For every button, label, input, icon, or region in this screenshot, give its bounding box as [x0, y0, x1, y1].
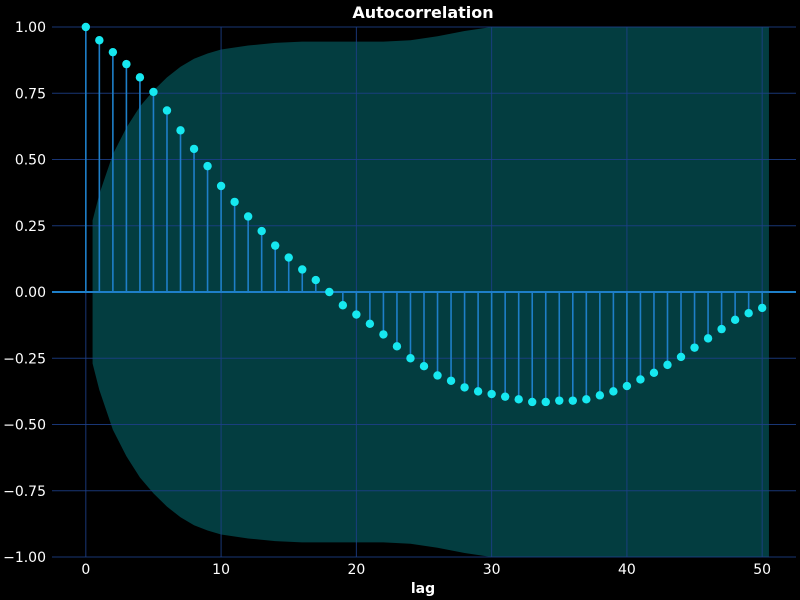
chart-title: Autocorrelation: [352, 3, 493, 22]
acf-point: [243, 212, 253, 221]
acf-point: [325, 287, 334, 297]
acf-point: [460, 383, 469, 392]
acf-point: [176, 126, 185, 135]
acf-point: [500, 392, 510, 401]
acf-point: [717, 324, 726, 334]
acf-point: [135, 73, 145, 82]
y-tick-label: −1.00: [3, 550, 46, 566]
acf-point: [311, 275, 320, 285]
acf-point: [757, 303, 767, 313]
acf-point: [189, 144, 199, 154]
acf-point: [690, 343, 699, 352]
acf-point: [446, 376, 456, 385]
x-tick-label: 0: [81, 562, 90, 578]
acf-point: [298, 265, 307, 274]
acf-point: [271, 241, 280, 250]
y-tick-label: 0.00: [15, 285, 46, 301]
acf-point: [622, 381, 632, 391]
acf-point: [149, 87, 158, 97]
y-tick-label: −0.75: [3, 484, 46, 500]
acf-point: [162, 106, 172, 115]
x-tick-label: 30: [483, 562, 501, 578]
y-tick-label: −0.50: [3, 418, 46, 434]
acf-point: [216, 181, 226, 191]
y-tick-label: 1.00: [15, 20, 46, 36]
acf-point: [338, 301, 348, 310]
y-tick-label: −0.25: [3, 351, 46, 367]
acf-point: [419, 362, 429, 371]
x-tick-label: 50: [753, 562, 771, 578]
x-tick-label: 10: [212, 562, 230, 578]
acf-point: [528, 397, 537, 407]
acf-point: [487, 389, 496, 399]
acf-point: [257, 226, 266, 236]
acf-point: [365, 319, 375, 328]
acf-point: [582, 395, 591, 404]
acf-point: [230, 197, 239, 207]
acf-point: [81, 22, 91, 32]
acf-point: [406, 354, 415, 363]
stem-layer: [85, 27, 763, 402]
acf-point: [663, 360, 672, 370]
acf-point: [108, 47, 118, 57]
acf-point: [703, 334, 713, 343]
acf-point: [473, 387, 483, 396]
acf-point: [555, 396, 564, 405]
acf-point: [392, 342, 402, 351]
x-tick-label: 20: [347, 562, 365, 578]
acf-point: [730, 315, 740, 325]
acf-point: [284, 253, 293, 262]
acf-point: [636, 375, 645, 384]
acf-point: [203, 161, 212, 171]
acf-point: [95, 36, 104, 45]
acf-point: [595, 391, 605, 400]
marker-layer: [81, 22, 767, 407]
x-tick-label: 40: [618, 562, 636, 578]
acf-point: [122, 59, 131, 69]
tick-label-layer: 0 10 20 30 40 50 −1.00 −0.75 −0.50 −0.25 0.00 0.25 0…: [3, 20, 771, 578]
acf-point: [352, 310, 361, 319]
acf-point: [744, 309, 753, 318]
y-tick-label: 0.75: [15, 86, 46, 102]
acf-point: [609, 387, 618, 396]
acf-point: [649, 368, 659, 378]
y-tick-label: 0.50: [15, 153, 46, 169]
acf-point: [541, 397, 550, 407]
x-axis-label: lag: [411, 581, 435, 597]
acf-point: [379, 330, 388, 339]
acf-point: [568, 396, 577, 405]
acf-point: [676, 352, 686, 362]
y-tick-label: 0.25: [15, 219, 46, 235]
acf-point: [514, 395, 523, 404]
acf-point: [433, 371, 442, 380]
